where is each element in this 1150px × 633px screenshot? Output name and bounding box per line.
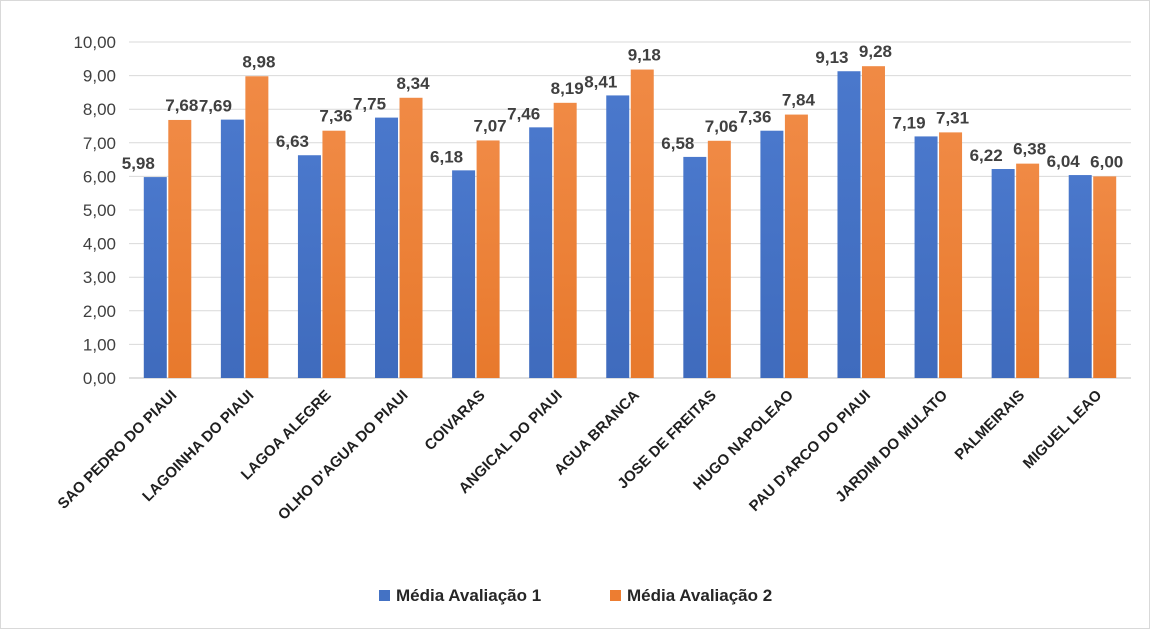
- legend-swatch: [379, 590, 390, 601]
- legend-label: Média Avaliação 2: [627, 586, 772, 605]
- bar-series-2: [168, 119, 192, 379]
- x-tick-label: COIVARAS: [421, 387, 488, 454]
- bar-series-2: [1016, 163, 1040, 378]
- data-label-series-1: 6,58: [661, 134, 694, 153]
- data-label-series-2: 7,31: [936, 108, 969, 127]
- data-label-series-2: 8,34: [396, 74, 430, 93]
- gridlines: [129, 41, 1131, 379]
- data-label-series-2: 6,00: [1090, 152, 1123, 171]
- bar-series-1: [991, 169, 1015, 378]
- data-label-series-2: 7,06: [705, 117, 738, 136]
- bar-series-2: [1093, 176, 1117, 378]
- y-axis-tick-labels: 0,00 1,00 2,00 3,00 4,00 5,00 6,00 7,00 8,00 9,00…: [73, 33, 116, 388]
- bar-series-1: [760, 130, 784, 378]
- y-tick-label: 8,00: [83, 100, 116, 119]
- y-tick-label: 9,00: [83, 67, 116, 86]
- data-label-series-1: 6,04: [1047, 152, 1081, 171]
- data-labels: 5,987,68 7,698,986,637,367,758,346,187,07…: [122, 42, 1124, 173]
- x-tick-label: MIGUEL LEAO: [1020, 387, 1106, 473]
- bar-series-1: [914, 136, 938, 378]
- data-label-series-2: 7,36: [319, 107, 352, 126]
- y-tick-label: 10,00: [73, 33, 116, 52]
- x-tick-label: OLHO D'AGUA DO PIAUI: [275, 387, 412, 524]
- bar-series-2: [939, 132, 963, 378]
- legend-label: Média Avaliação 1: [396, 586, 541, 605]
- bar-series-1: [837, 71, 861, 379]
- bar-series-2: [861, 66, 885, 378]
- bar-series-1: [375, 117, 399, 378]
- bar-series-2: [476, 140, 500, 378]
- x-tick-label: PALMEIRAIS: [952, 387, 1029, 464]
- data-label-series-1: 9,13: [815, 48, 848, 67]
- bar-series-1: [452, 170, 476, 378]
- y-tick-label: 6,00: [83, 167, 116, 186]
- bar-series-1: [683, 156, 707, 378]
- bar-series-1: [220, 119, 244, 378]
- y-tick-label: 5,00: [83, 201, 116, 220]
- data-label-series-2: 7,68: [165, 96, 198, 115]
- data-label-series-1: 7,19: [893, 113, 926, 132]
- data-label-series-2: 7,84: [782, 91, 816, 110]
- legend-item-series-2: Média Avaliação 2: [610, 586, 772, 605]
- bar-series-2: [630, 69, 654, 378]
- y-tick-label: 0,00: [83, 369, 116, 388]
- bar-series-2: [322, 130, 346, 378]
- bar-series-1: [606, 95, 630, 378]
- data-label-series-1: 6,63: [276, 132, 309, 151]
- bars: [143, 66, 1117, 379]
- data-label-series-1: 7,46: [507, 104, 540, 123]
- bar-series-2: [399, 97, 423, 378]
- bar-series-2: [553, 102, 577, 378]
- data-label-series-1: 8,41: [584, 72, 617, 91]
- data-label-series-1: 7,69: [199, 97, 232, 116]
- data-label-series-1: 6,18: [430, 147, 463, 166]
- y-tick-label: 2,00: [83, 302, 116, 321]
- y-tick-label: 1,00: [83, 335, 116, 354]
- bar-series-2: [784, 114, 808, 379]
- y-tick-label: 4,00: [83, 235, 116, 254]
- bar-series-2: [245, 76, 269, 378]
- data-label-series-2: 6,38: [1013, 140, 1046, 159]
- data-label-series-2: 8,98: [242, 52, 275, 71]
- bar-series-1: [297, 155, 321, 378]
- legend-item-series-1: Média Avaliação 1: [379, 586, 541, 605]
- data-label-series-2: 7,07: [474, 116, 507, 135]
- bar-series-1: [529, 127, 553, 379]
- y-tick-label: 7,00: [83, 134, 116, 153]
- data-label-series-1: 5,98: [122, 154, 155, 173]
- bar-series-1: [1068, 175, 1092, 378]
- data-label-series-1: 6,22: [970, 146, 1003, 165]
- data-label-series-2: 9,28: [859, 42, 892, 61]
- data-label-series-1: 7,36: [738, 108, 771, 127]
- data-label-series-2: 9,18: [628, 46, 661, 65]
- bar-series-2: [707, 140, 731, 378]
- y-tick-label: 3,00: [83, 268, 116, 287]
- legend-swatch: [610, 590, 621, 601]
- legend: Média Avaliação 1 Média Avaliação 2: [379, 586, 772, 605]
- bar-series-1: [143, 177, 167, 378]
- data-label-series-1: 7,75: [353, 95, 386, 114]
- data-label-series-2: 8,19: [551, 79, 584, 98]
